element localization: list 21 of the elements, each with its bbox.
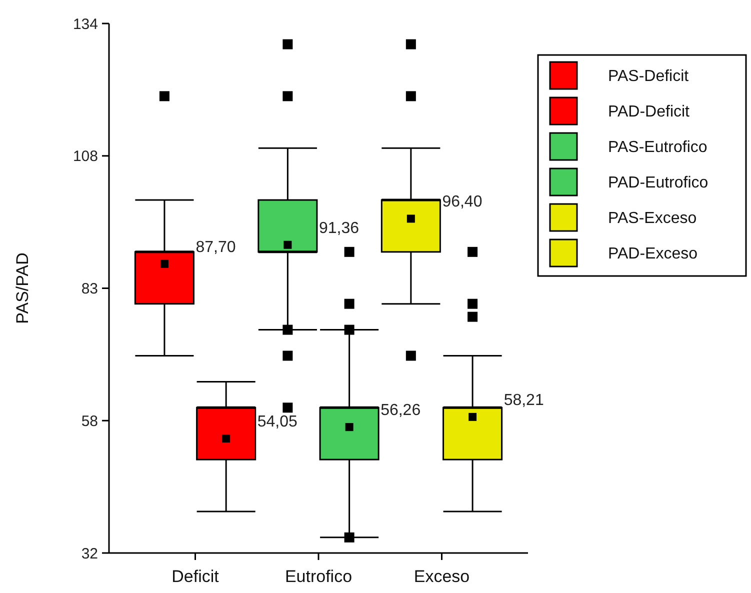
y-tick-label: 108	[72, 148, 98, 166]
annotation: 87,70	[196, 238, 236, 256]
x-tick-label: Deficit	[172, 567, 220, 586]
x-tick-label: Exceso	[414, 567, 470, 586]
y-tick-label: 58	[81, 412, 98, 430]
annotation: 56,26	[380, 402, 421, 420]
annotation: 58,21	[504, 392, 544, 409]
legend-label: PAD-Exceso	[608, 246, 698, 263]
legend-label: PAD-Eutrofico	[608, 174, 708, 192]
y-tick-label: 32	[81, 545, 98, 562]
annotation: 96,40	[442, 194, 482, 211]
x-tick-label: Eutrofico	[284, 567, 352, 586]
y-axis-title: PAS/PAD	[13, 252, 32, 324]
y-tick-label: 134	[72, 16, 98, 33]
legend-label: PAS-Deficit	[608, 68, 690, 86]
annotation: 54,05	[257, 414, 298, 431]
legend-label: PAS-Eutrofico	[608, 139, 708, 156]
legend-label: PAS-Exceso	[608, 210, 697, 228]
y-tick-label: 83	[81, 280, 98, 298]
annotation: 91,36	[318, 220, 360, 237]
legend-label: PAD-Deficit	[608, 104, 690, 121]
